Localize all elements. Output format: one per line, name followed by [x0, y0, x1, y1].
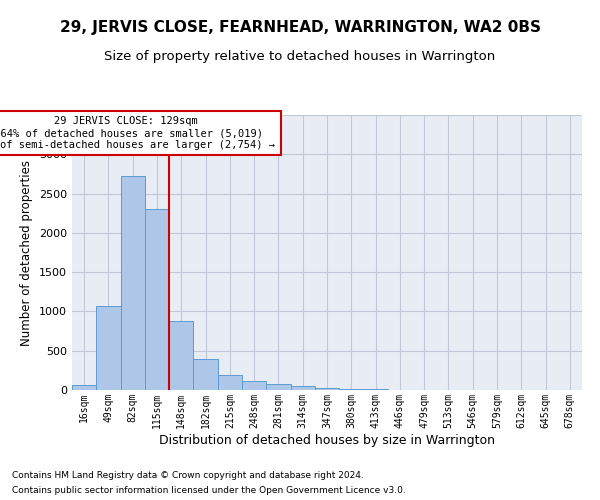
Bar	[339, 388, 364, 390]
Bar	[169, 321, 193, 390]
Text: Contains HM Land Registry data © Crown copyright and database right 2024.: Contains HM Land Registry data © Crown c…	[12, 471, 364, 480]
Bar	[364, 389, 388, 390]
Y-axis label: Number of detached properties: Number of detached properties	[20, 160, 34, 346]
Bar	[145, 210, 169, 390]
Bar	[218, 376, 242, 390]
Text: Contains public sector information licensed under the Open Government Licence v3: Contains public sector information licen…	[12, 486, 406, 495]
Bar	[290, 386, 315, 390]
Bar	[193, 358, 218, 390]
Text: 29, JERVIS CLOSE, FEARNHEAD, WARRINGTON, WA2 0BS: 29, JERVIS CLOSE, FEARNHEAD, WARRINGTON,…	[59, 20, 541, 35]
Bar	[72, 386, 96, 390]
Bar	[96, 306, 121, 390]
Bar	[315, 388, 339, 390]
Text: 29 JERVIS CLOSE: 129sqm
← 64% of detached houses are smaller (5,019)
35% of semi: 29 JERVIS CLOSE: 129sqm ← 64% of detache…	[0, 116, 275, 150]
Text: Size of property relative to detached houses in Warrington: Size of property relative to detached ho…	[104, 50, 496, 63]
Bar	[266, 384, 290, 390]
Bar	[242, 382, 266, 390]
Bar	[121, 176, 145, 390]
X-axis label: Distribution of detached houses by size in Warrington: Distribution of detached houses by size …	[159, 434, 495, 446]
